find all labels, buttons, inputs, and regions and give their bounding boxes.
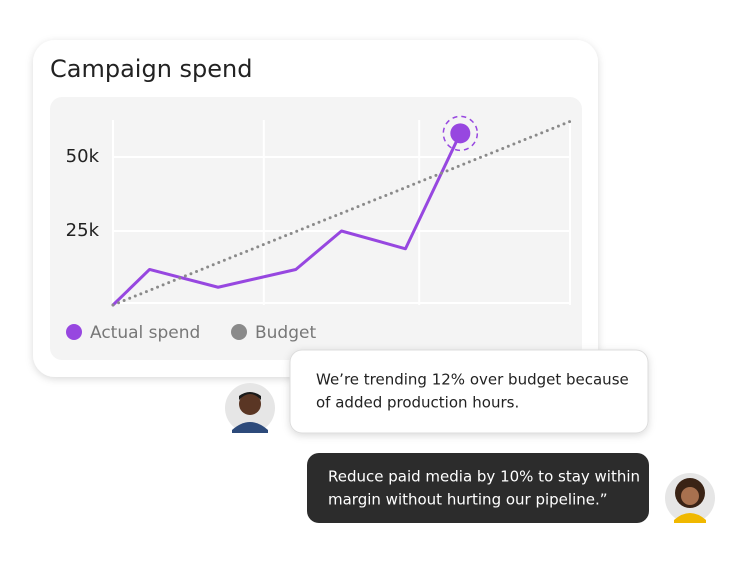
highlight-point	[450, 123, 471, 144]
avatar	[225, 383, 275, 433]
budget-line	[111, 119, 572, 307]
chart-title: Campaign spend	[50, 55, 252, 83]
message-text: We’re trending 12% over budget because	[316, 371, 629, 389]
y-tick-label: 25k	[66, 220, 100, 241]
message-bubble	[307, 453, 649, 523]
y-tick-label: 50k	[66, 146, 100, 167]
spend-line	[111, 131, 462, 307]
legend-swatch	[231, 324, 247, 340]
message-text: Reduce paid media by 10% to stay within	[328, 468, 640, 486]
message-text: of added production hours.	[316, 394, 519, 412]
legend-label: Budget	[255, 323, 316, 343]
message-bubble	[289, 349, 649, 434]
legend-label: Actual spend	[90, 323, 200, 343]
highlight-ring	[442, 115, 479, 152]
message-text: margin without hurting our pipeline.”	[328, 491, 608, 509]
legend-swatch	[66, 324, 82, 340]
chart-panel	[50, 97, 582, 360]
avatar	[665, 473, 715, 523]
